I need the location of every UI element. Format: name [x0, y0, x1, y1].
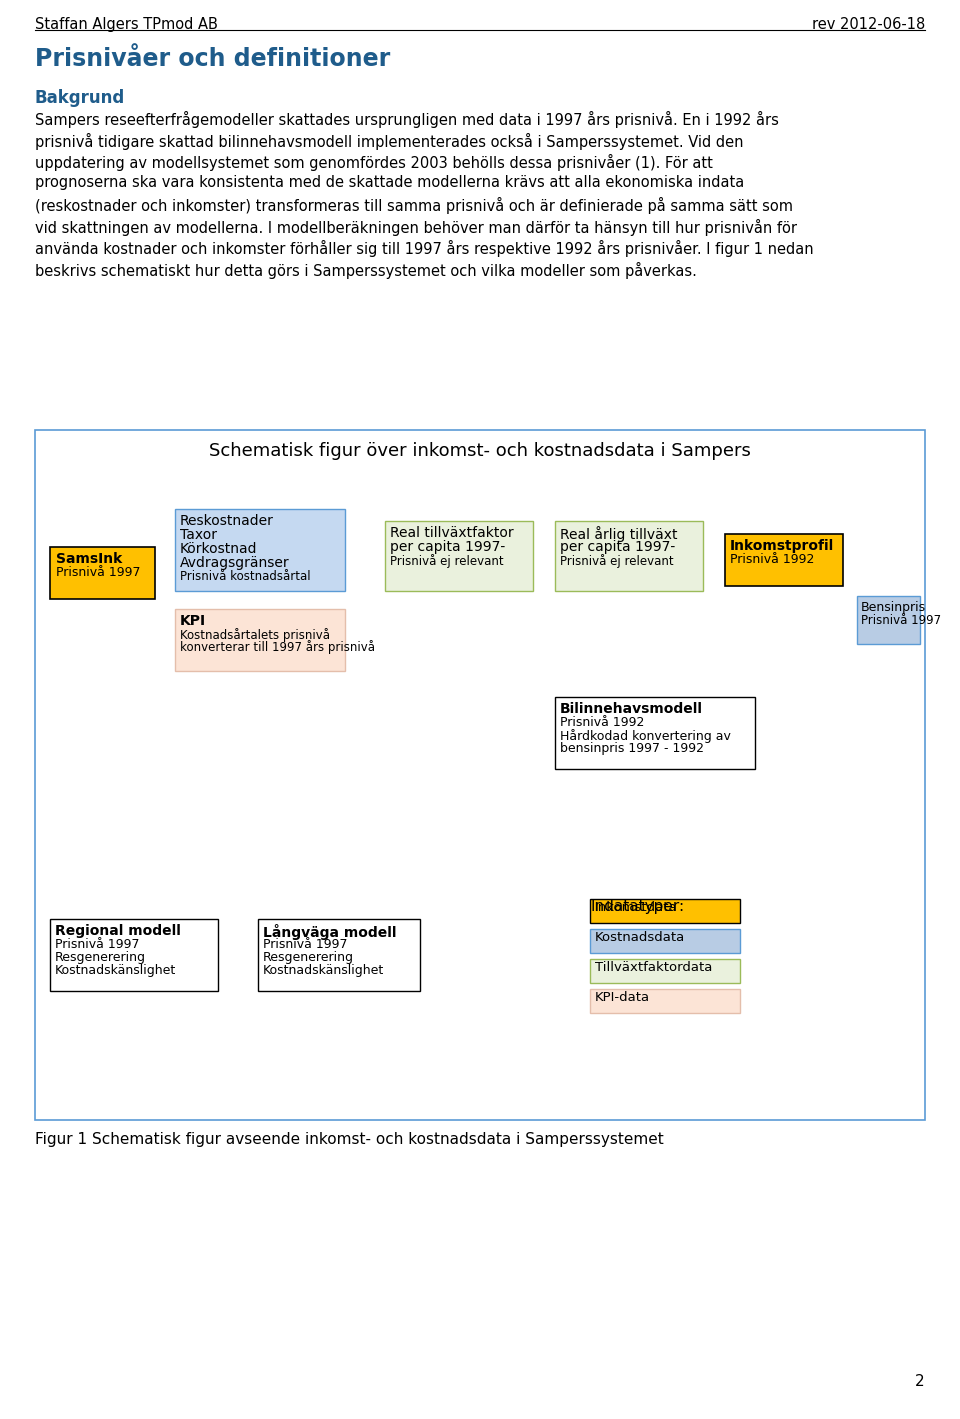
- Text: KPI-data: KPI-data: [595, 990, 650, 1005]
- Text: Inkomstprofil: Inkomstprofil: [730, 539, 834, 553]
- Text: Inkomstdata: Inkomstdata: [595, 901, 678, 914]
- Text: prognoserna ska vara konsistenta med de skattade modellerna krävs att alla ekono: prognoserna ska vara konsistenta med de …: [35, 176, 744, 190]
- FancyBboxPatch shape: [385, 521, 533, 590]
- Text: Taxor: Taxor: [180, 528, 217, 542]
- Text: Långväga modell: Långväga modell: [263, 924, 396, 939]
- Text: 2: 2: [916, 1374, 925, 1389]
- Text: Avdragsgränser: Avdragsgränser: [180, 556, 290, 570]
- Text: SamsInk: SamsInk: [56, 552, 122, 566]
- FancyBboxPatch shape: [590, 900, 740, 922]
- Text: Kostnadskänslighet: Kostnadskänslighet: [55, 964, 177, 978]
- FancyBboxPatch shape: [555, 521, 703, 590]
- Text: Kostnadskänslighet: Kostnadskänslighet: [263, 964, 384, 978]
- Text: Staffan Algers TPmod AB: Staffan Algers TPmod AB: [35, 17, 218, 33]
- Text: (reskostnader och inkomster) transformeras till samma prisnivå och är definierad: (reskostnader och inkomster) transformer…: [35, 197, 793, 214]
- Text: Prisnivå 1997: Prisnivå 1997: [56, 566, 140, 579]
- FancyBboxPatch shape: [590, 959, 740, 983]
- Text: Prisnivå 1997: Prisnivå 1997: [861, 614, 941, 627]
- Text: Prisnivå 1992: Prisnivå 1992: [560, 717, 644, 729]
- Text: Tillväxtfaktordata: Tillväxtfaktordata: [595, 961, 712, 973]
- FancyBboxPatch shape: [175, 609, 345, 671]
- Text: Regional modell: Regional modell: [55, 924, 180, 938]
- FancyBboxPatch shape: [50, 546, 155, 599]
- Text: Prisnivåer och definitioner: Prisnivåer och definitioner: [35, 47, 391, 71]
- Text: Reskostnader: Reskostnader: [180, 514, 274, 528]
- Text: Indatatyper:: Indatatyper:: [590, 900, 684, 914]
- Text: prisnivå tidigare skattad bilinnehavsmodell implementerades också i Samperssyste: prisnivå tidigare skattad bilinnehavsmod…: [35, 132, 743, 149]
- Text: Figur 1 Schematisk figur avseende inkomst- och kostnadsdata i Samperssystemet: Figur 1 Schematisk figur avseende inkoms…: [35, 1132, 663, 1147]
- Text: Bakgrund: Bakgrund: [35, 89, 125, 106]
- Text: Bensinpris: Bensinpris: [861, 602, 926, 614]
- Text: Bilinnehavsmodell: Bilinnehavsmodell: [560, 702, 703, 717]
- Text: Prisnivå kostnadsårtal: Prisnivå kostnadsårtal: [180, 570, 311, 583]
- Text: vid skattningen av modellerna. I modellberäkningen behöver man därför ta hänsyn : vid skattningen av modellerna. I modellb…: [35, 219, 797, 236]
- FancyBboxPatch shape: [258, 920, 420, 990]
- Text: Prisnivå 1997: Prisnivå 1997: [263, 938, 348, 951]
- Text: Prisnivå 1992: Prisnivå 1992: [730, 553, 814, 566]
- Text: Prisnivå 1997: Prisnivå 1997: [55, 938, 139, 951]
- Text: Resgenerering: Resgenerering: [55, 951, 146, 964]
- Text: konverterar till 1997 års prisnivå: konverterar till 1997 års prisnivå: [180, 640, 375, 654]
- Text: Prisnivå ej relevant: Prisnivå ej relevant: [560, 553, 674, 568]
- Text: Körkostnad: Körkostnad: [180, 542, 257, 556]
- Text: uppdatering av modellsystemet som genomfördes 2003 behölls dessa prisnivåer (1).: uppdatering av modellsystemet som genomf…: [35, 155, 713, 172]
- Text: KPI: KPI: [180, 614, 206, 629]
- Text: Sampers reseefterfrågemodeller skattades ursprungligen med data i 1997 års prisn: Sampers reseefterfrågemodeller skattades…: [35, 111, 779, 128]
- Text: per capita 1997-: per capita 1997-: [560, 541, 675, 553]
- FancyBboxPatch shape: [590, 989, 740, 1013]
- FancyBboxPatch shape: [175, 509, 345, 590]
- Text: beskrivs schematiskt hur detta görs i Samperssystemet och vilka modeller som påv: beskrivs schematiskt hur detta görs i Sa…: [35, 261, 697, 278]
- FancyBboxPatch shape: [50, 920, 218, 990]
- Text: Real årlig tillväxt: Real årlig tillväxt: [560, 526, 678, 542]
- Text: Schematisk figur över inkomst- och kostnadsdata i Sampers: Schematisk figur över inkomst- och kostn…: [209, 441, 751, 460]
- Text: Hårdkodad konvertering av: Hårdkodad konvertering av: [560, 729, 731, 744]
- FancyBboxPatch shape: [725, 534, 843, 586]
- Text: per capita 1997-: per capita 1997-: [390, 541, 505, 553]
- Text: Kostnadsårtalets prisnivå: Kostnadsårtalets prisnivå: [180, 629, 330, 641]
- Text: bensinpris 1997 - 1992: bensinpris 1997 - 1992: [560, 742, 704, 755]
- FancyBboxPatch shape: [555, 697, 755, 769]
- Text: Resgenerering: Resgenerering: [263, 951, 354, 964]
- Text: rev 2012-06-18: rev 2012-06-18: [812, 17, 925, 33]
- Text: Real tillväxtfaktor: Real tillväxtfaktor: [390, 526, 514, 541]
- Text: Prisnivå ej relevant: Prisnivå ej relevant: [390, 553, 504, 568]
- Text: använda kostnader och inkomster förhåller sig till 1997 års respektive 1992 års : använda kostnader och inkomster förhålle…: [35, 240, 814, 257]
- FancyBboxPatch shape: [35, 430, 925, 1120]
- Text: Kostnadsdata: Kostnadsdata: [595, 931, 685, 944]
- FancyBboxPatch shape: [590, 929, 740, 954]
- FancyBboxPatch shape: [857, 596, 920, 644]
